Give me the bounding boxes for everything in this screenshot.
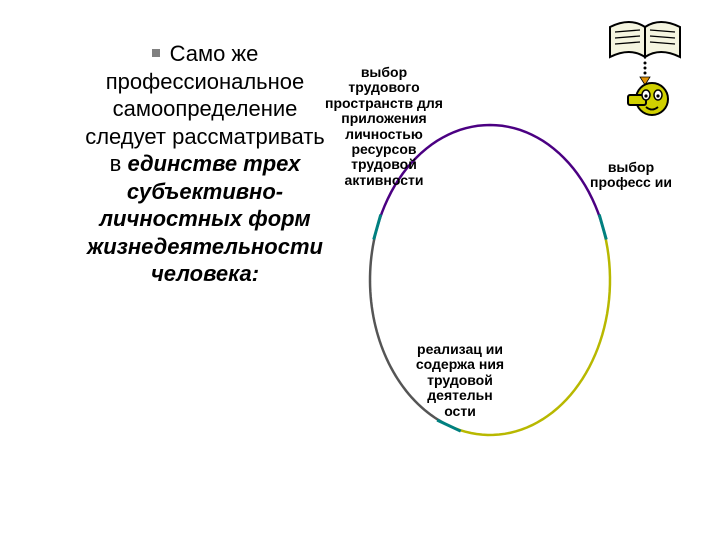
tick-realization: [437, 420, 461, 431]
book-face-icon: [600, 15, 690, 125]
tick-space: [374, 214, 381, 239]
bullet-square-icon: [152, 49, 160, 57]
main-text-block: Само же профессиональное самоопределение…: [80, 40, 330, 288]
label-profession: выбор професс ии: [588, 160, 674, 191]
tick-profession: [599, 214, 606, 239]
label-space: выбор трудового пространств для приложен…: [325, 65, 443, 188]
label-realization: реализац ии содержа ния трудовой деятель…: [415, 342, 505, 419]
slide: Само же профессиональное самоопределение…: [0, 0, 720, 540]
